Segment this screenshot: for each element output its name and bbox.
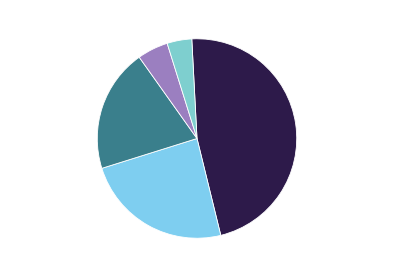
Wedge shape [102, 138, 221, 238]
Wedge shape [192, 39, 297, 235]
Wedge shape [97, 57, 197, 168]
Wedge shape [139, 43, 197, 138]
Wedge shape [167, 39, 197, 138]
